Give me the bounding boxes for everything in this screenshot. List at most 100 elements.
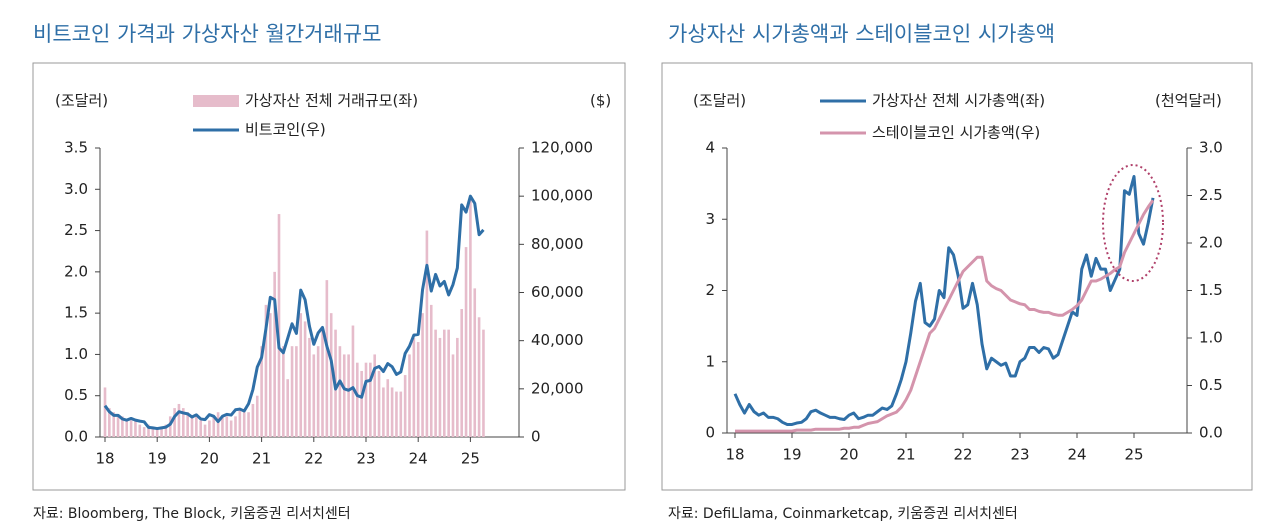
- bar: [464, 247, 468, 437]
- bar: [151, 427, 155, 437]
- y2-tick-label: 120,000: [531, 139, 593, 157]
- bar: [173, 408, 176, 437]
- y-tick-label: 2.0: [64, 262, 88, 280]
- y-tick-label: 0.5: [64, 386, 88, 404]
- bar: [234, 416, 237, 437]
- x-tick-label: 19: [782, 446, 801, 464]
- bar: [129, 420, 133, 437]
- bar: [369, 362, 372, 437]
- y-tick-label: 1: [705, 352, 715, 370]
- bar: [116, 416, 120, 437]
- chart-title: 가상자산 시가총액과 스테이블코인 시가총액: [668, 22, 1055, 46]
- legend-label: 비트코인(우): [245, 121, 326, 139]
- bar: [399, 391, 403, 437]
- bar: [355, 362, 359, 437]
- y2-tick-label: 2.0: [1199, 234, 1223, 252]
- bar: [155, 427, 159, 437]
- bar: [208, 420, 211, 437]
- bar: [456, 337, 459, 437]
- bar: [160, 427, 163, 437]
- bar: [242, 412, 246, 437]
- bar: [186, 412, 189, 437]
- bar: [290, 346, 294, 437]
- bar: [425, 230, 429, 437]
- y2-tick-label: 40,000: [531, 331, 584, 349]
- bar: [125, 420, 129, 437]
- x-tick-label: 18: [725, 446, 744, 464]
- bar: [308, 337, 311, 437]
- bar: [255, 395, 259, 437]
- x-tick-label: 22: [953, 446, 972, 464]
- bar: [482, 329, 485, 437]
- bar: [138, 424, 142, 437]
- bar: [303, 321, 307, 437]
- bar: [416, 342, 420, 437]
- y2-tick-label: 3.0: [1199, 139, 1223, 157]
- y-tick-label: 1.5: [64, 304, 88, 322]
- bar: [147, 424, 150, 437]
- bar: [247, 412, 250, 437]
- bar: [103, 387, 107, 437]
- x-tick-label: 23: [356, 450, 375, 468]
- bar: [177, 403, 181, 437]
- y2-tick-label: 2.5: [1199, 186, 1223, 204]
- source-note: 자료: DefiLlama, Coinmarketcap, 키움증권 리서치센터: [668, 506, 1018, 522]
- bar: [347, 354, 350, 437]
- y2-tick-label: 1.0: [1199, 329, 1223, 347]
- bar: [316, 346, 320, 437]
- y-tick-label: 3: [705, 210, 715, 228]
- bar: [251, 403, 255, 437]
- bar: [408, 354, 411, 437]
- y2-tick-label: 80,000: [531, 235, 584, 253]
- bar: [238, 408, 242, 437]
- bar: [421, 313, 424, 437]
- bar: [260, 346, 263, 437]
- bar: [299, 313, 303, 437]
- y2-tick-label: 100,000: [531, 187, 593, 205]
- bar: [121, 416, 124, 437]
- y2-tick-label: 20,000: [531, 379, 584, 397]
- x-tick-label: 25: [461, 450, 480, 468]
- bar: [142, 427, 146, 437]
- bar: [360, 370, 363, 437]
- y2-axis-unit: (천억달러): [1155, 92, 1222, 110]
- line-series: [733, 175, 1155, 426]
- y-tick-label: 2.5: [64, 221, 88, 239]
- bar: [364, 362, 368, 437]
- y-tick-label: 4: [705, 139, 715, 157]
- bar: [199, 420, 203, 437]
- bar: [386, 379, 390, 437]
- bar: [282, 346, 285, 437]
- bar: [460, 309, 464, 437]
- bar: [203, 424, 207, 437]
- y2-axis-unit: ($): [590, 92, 611, 110]
- legend-label: 가상자산 전체 거래규모(좌): [245, 92, 418, 110]
- x-tick-label: 24: [409, 450, 428, 468]
- bar: [434, 329, 437, 437]
- bar: [477, 317, 481, 437]
- bar: [429, 304, 433, 437]
- x-tick-label: 22: [304, 450, 323, 468]
- bar: [321, 329, 324, 437]
- bar: [382, 387, 385, 437]
- bar: [134, 420, 137, 437]
- x-tick-label: 20: [839, 446, 858, 464]
- y2-tick-label: 60,000: [531, 283, 584, 301]
- x-tick-label: 18: [95, 450, 114, 468]
- bar: [373, 354, 377, 437]
- bar: [438, 337, 442, 437]
- bar: [329, 313, 333, 437]
- bar: [212, 416, 216, 437]
- line-series: [103, 194, 485, 431]
- y-tick-label: 2: [705, 281, 715, 299]
- bar: [168, 416, 172, 437]
- x-tick-label: 21: [896, 446, 915, 464]
- bar: [395, 391, 398, 437]
- x-tick-label: 20: [200, 450, 219, 468]
- chart-frame: [661, 62, 1253, 491]
- bar: [473, 288, 477, 437]
- y2-tick-label: 0.0: [1199, 424, 1223, 442]
- y-tick-label: 1.0: [64, 345, 88, 363]
- bar: [469, 197, 472, 437]
